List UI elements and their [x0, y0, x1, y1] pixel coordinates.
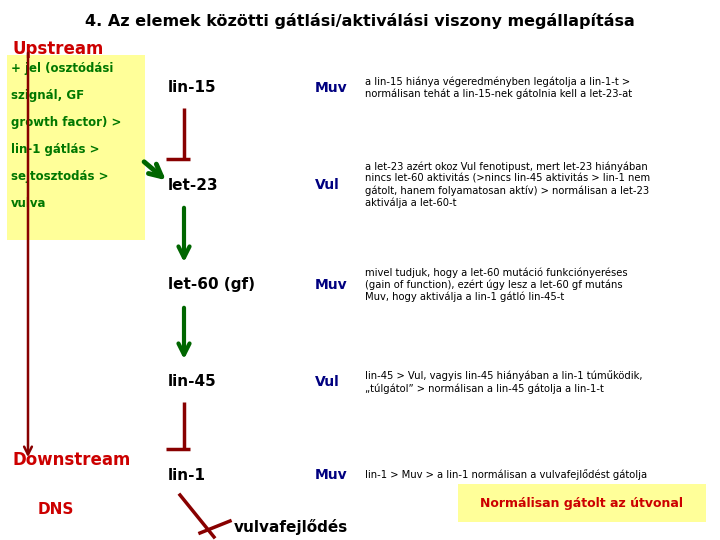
Text: Vul: Vul	[315, 178, 340, 192]
Text: a lin-15 hiánya végeredményben legátolja a lin-1-t >
normálisan tehát a lin-15-n: a lin-15 hiánya végeredményben legátolja…	[365, 77, 632, 99]
Text: Muv: Muv	[315, 81, 348, 95]
Text: Upstream: Upstream	[12, 40, 104, 58]
Text: vulva: vulva	[11, 197, 47, 210]
Text: vulvafejlődés: vulvafejlődés	[234, 519, 348, 535]
Text: let-23: let-23	[168, 178, 219, 192]
Text: lin-1 > Muv > a lin-1 normálisan a vulvafejlődést gátolja: lin-1 > Muv > a lin-1 normálisan a vulva…	[365, 469, 647, 481]
Bar	[7, 55, 145, 240]
Text: let-60 (gf): let-60 (gf)	[168, 278, 255, 293]
Text: Muv: Muv	[315, 278, 348, 292]
Text: + jel (osztódási: + jel (osztódási	[11, 62, 113, 75]
Text: Normálisan gátolt az útvonal: Normálisan gátolt az útvonal	[480, 496, 683, 510]
Text: Muv: Muv	[315, 468, 348, 482]
Text: Vul: Vul	[315, 375, 340, 389]
Text: 4. Az elemek közötti gátlási/aktiválási viszony megállapítása: 4. Az elemek közötti gátlási/aktiválási …	[85, 13, 635, 29]
Bar	[458, 484, 706, 522]
Text: lin-1 gátlás >: lin-1 gátlás >	[11, 143, 99, 156]
Text: lin-45 > Vul, vagyis lin-45 hiányában a lin-1 túműködik,
„túlgátol” > normálisan: lin-45 > Vul, vagyis lin-45 hiányában a …	[365, 370, 642, 394]
Text: szignál, GF: szignál, GF	[11, 89, 84, 102]
Text: sejtosztodás >: sejtosztodás >	[11, 170, 109, 183]
Text: Downstream: Downstream	[12, 451, 130, 469]
Text: lin-15: lin-15	[168, 80, 217, 96]
Text: mivel tudjuk, hogy a let-60 mutáció funkciónyeréses
(gain of function), ezért úg: mivel tudjuk, hogy a let-60 mutáció funk…	[365, 267, 628, 302]
Text: lin-1: lin-1	[168, 468, 206, 483]
Text: lin-45: lin-45	[168, 375, 217, 389]
Text: DNS: DNS	[38, 503, 74, 517]
Text: a let-23 azért okoz Vul fenotipust, mert let-23 hiányában
nincs let-60 aktivitás: a let-23 azért okoz Vul fenotipust, mert…	[365, 162, 650, 208]
Text: growth factor) >: growth factor) >	[11, 116, 122, 129]
